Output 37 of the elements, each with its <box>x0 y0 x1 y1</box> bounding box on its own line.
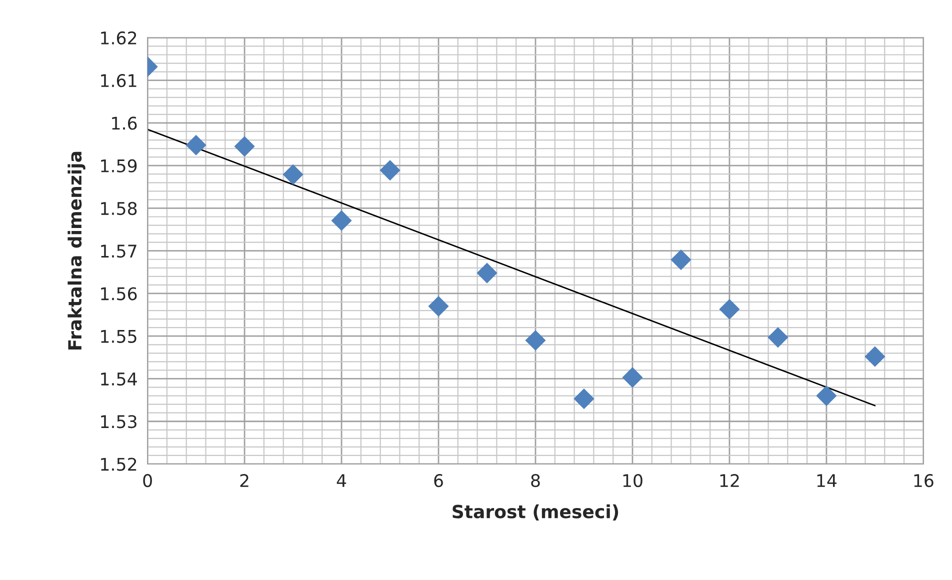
x-tick-label: 2 <box>240 474 248 487</box>
y-tick-label: 1.62 <box>101 31 136 45</box>
x-tick-label: 6 <box>434 474 443 488</box>
y-tick-label: 1.59 <box>101 159 137 172</box>
x-tick-label: 4 <box>336 474 346 487</box>
point <box>525 330 546 351</box>
point <box>670 250 692 270</box>
point <box>380 160 400 181</box>
y-tick-label: 1.53 <box>101 415 136 428</box>
point <box>476 262 498 284</box>
x-axis-title: Starost (meseci) <box>452 504 618 521</box>
y-tick-label: 1.56 <box>101 287 137 300</box>
point <box>816 385 837 406</box>
x-tick-label: 16 <box>914 474 934 488</box>
point <box>234 136 255 157</box>
point <box>574 388 594 410</box>
point <box>186 134 206 156</box>
x-tick-label: 10 <box>623 474 642 488</box>
point <box>282 164 304 185</box>
point <box>428 296 449 317</box>
y-tick-label: 1.57 <box>101 244 136 258</box>
point <box>719 298 740 320</box>
x-tick-label: 12 <box>720 474 739 487</box>
point <box>768 327 788 348</box>
y-tick-label: 1.58 <box>101 202 137 216</box>
y-tick-label: 1.6 <box>112 116 137 130</box>
point <box>864 346 886 367</box>
y-tick-label: 1.54 <box>101 372 137 386</box>
y-axis-title: Fraktalna dimenzija <box>68 152 86 350</box>
y-tick-label: 1.52 <box>101 458 136 471</box>
point <box>622 367 643 388</box>
point <box>331 210 352 231</box>
y-tick-label: 1.61 <box>101 74 136 88</box>
x-tick-label: 8 <box>531 474 540 488</box>
y-tick-label: 1.55 <box>101 330 136 343</box>
x-tick-label: 14 <box>817 474 837 487</box>
x-tick-label: 0 <box>143 474 152 488</box>
